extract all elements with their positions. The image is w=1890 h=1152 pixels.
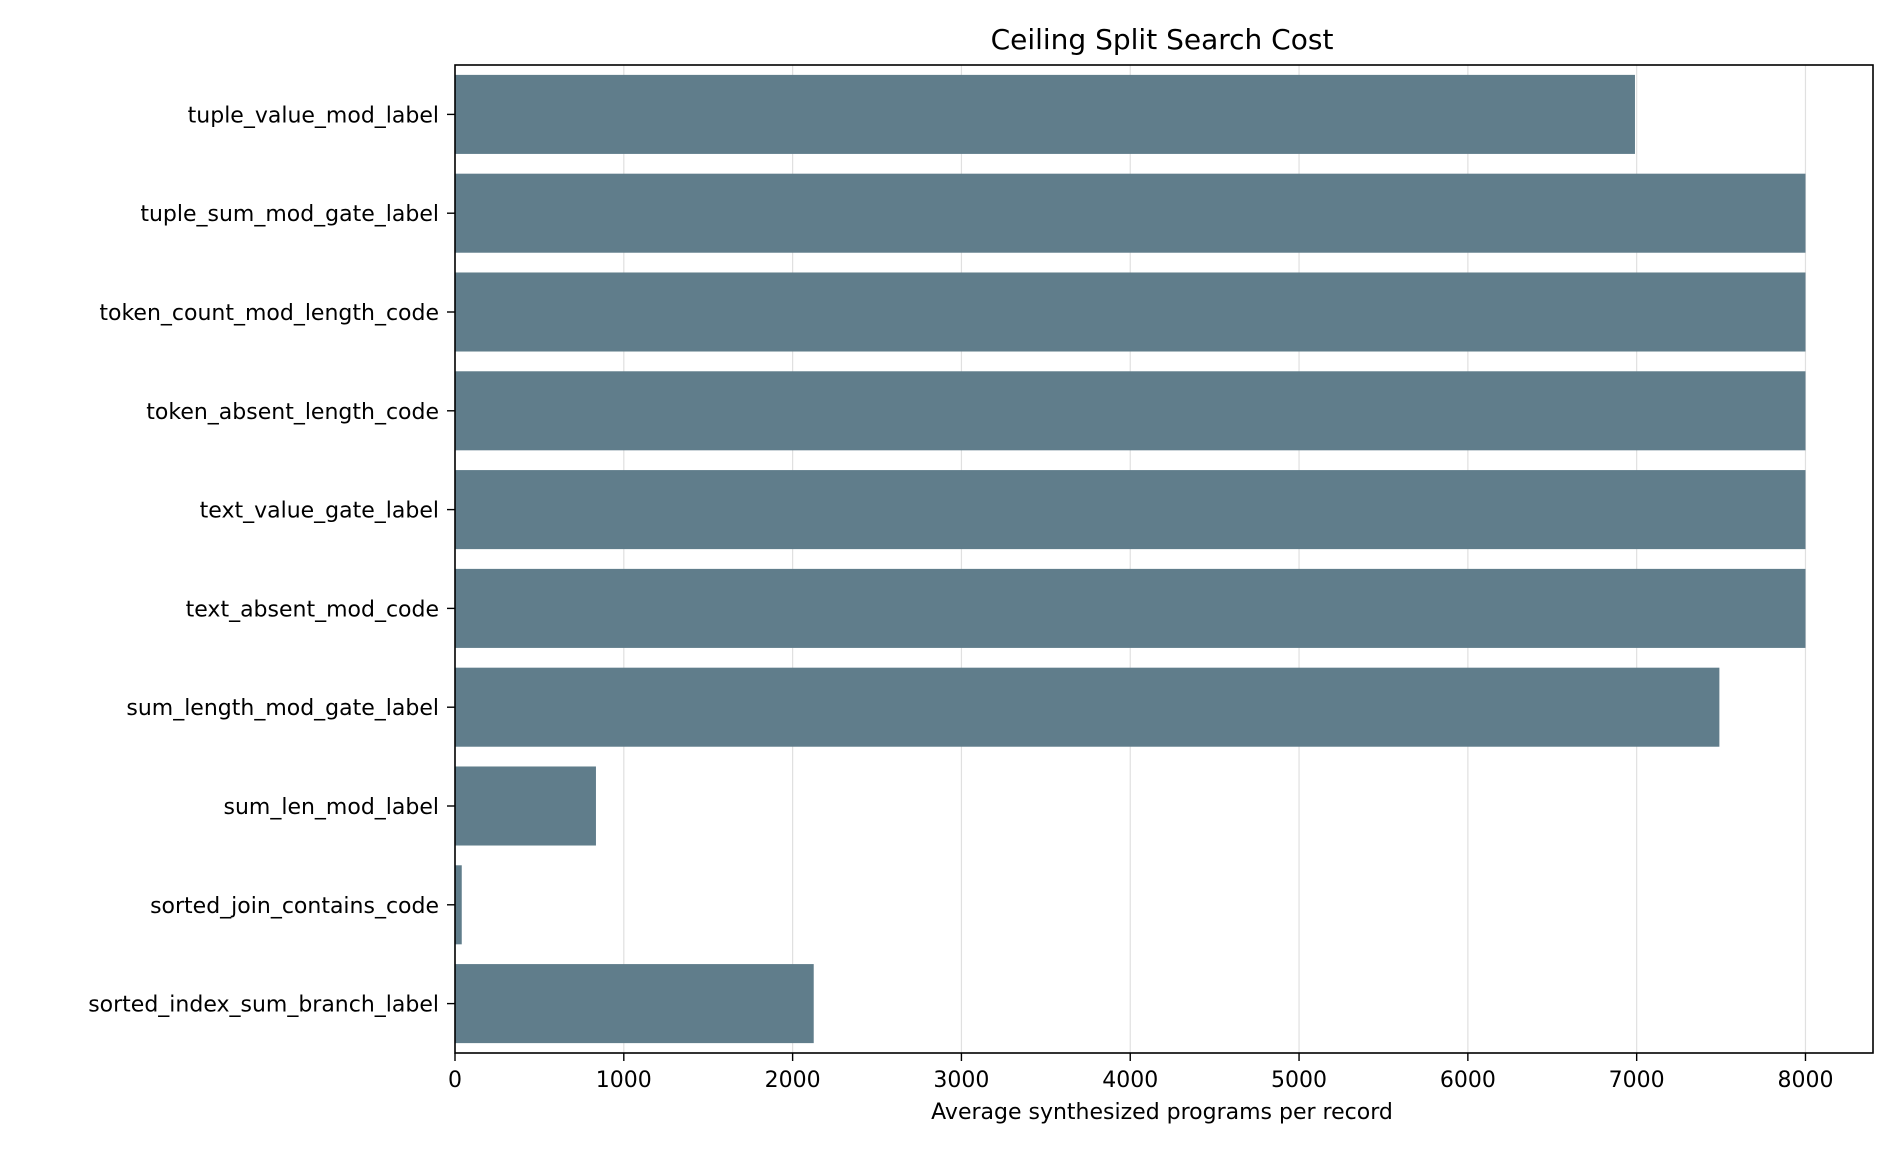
x-tick-label-5: 5000	[1271, 1068, 1327, 1093]
bar-tuple_value_mod_label	[455, 74, 1635, 154]
bar-token_count_mod_length_code	[455, 272, 1806, 352]
x-tick-label-3: 3000	[933, 1068, 989, 1093]
y-tick-label-4: text_value_gate_label	[200, 499, 439, 524]
bar-sum_length_mod_gate_label	[455, 667, 1720, 747]
x-tick-label-6: 6000	[1440, 1068, 1496, 1093]
plot-frame	[454, 64, 1874, 1054]
y-tick-label-2: token_count_mod_length_code	[99, 301, 439, 326]
bar-sorted_index_sum_branch_label	[455, 964, 814, 1044]
x-axis-label: Average synthesized programs per record	[931, 1100, 1393, 1125]
x-tick-label-0: 0	[448, 1068, 462, 1093]
plot-border	[454, 64, 1874, 1054]
bar-token_absent_length_code	[455, 371, 1806, 451]
x-tick-label-4: 4000	[1102, 1068, 1158, 1093]
x-tick-label-2: 2000	[765, 1068, 821, 1093]
y-tick-label-5: text_absent_mod_code	[186, 597, 439, 622]
y-tick-label-8: sorted_join_contains_code	[150, 894, 439, 919]
bars	[455, 74, 1806, 1044]
y-tick-label-0: tuple_value_mod_label	[188, 103, 439, 128]
bar-text_value_gate_label	[455, 470, 1806, 550]
y-tick-label-9: sorted_index_sum_branch_label	[88, 993, 439, 1018]
y-tick-labels: tuple_value_mod_label tuple_sum_mod_gate_…	[88, 103, 455, 1018]
bar-text_absent_mod_code	[455, 568, 1806, 648]
y-tick-label-3: token_absent_length_code	[146, 400, 439, 425]
y-tick-label-7: sum_len_mod_label	[224, 795, 440, 820]
bar-tuple_sum_mod_gate_label	[455, 173, 1806, 253]
chart-title: Ceiling Split Search Cost	[991, 23, 1334, 56]
x-tick-labels: 0 1000 2000 3000 4000 5000 6000 7000 8000	[448, 1053, 1833, 1093]
bar-sorted_join_contains_code	[455, 865, 462, 945]
x-tick-label-8: 8000	[1777, 1068, 1833, 1093]
y-tick-label-1: tuple_sum_mod_gate_label	[140, 202, 439, 227]
x-tick-label-7: 7000	[1609, 1068, 1665, 1093]
x-tick-label-1: 1000	[596, 1068, 652, 1093]
bar-sum_len_mod_label	[455, 766, 596, 846]
y-tick-label-6: sum_length_mod_gate_label	[126, 696, 439, 721]
